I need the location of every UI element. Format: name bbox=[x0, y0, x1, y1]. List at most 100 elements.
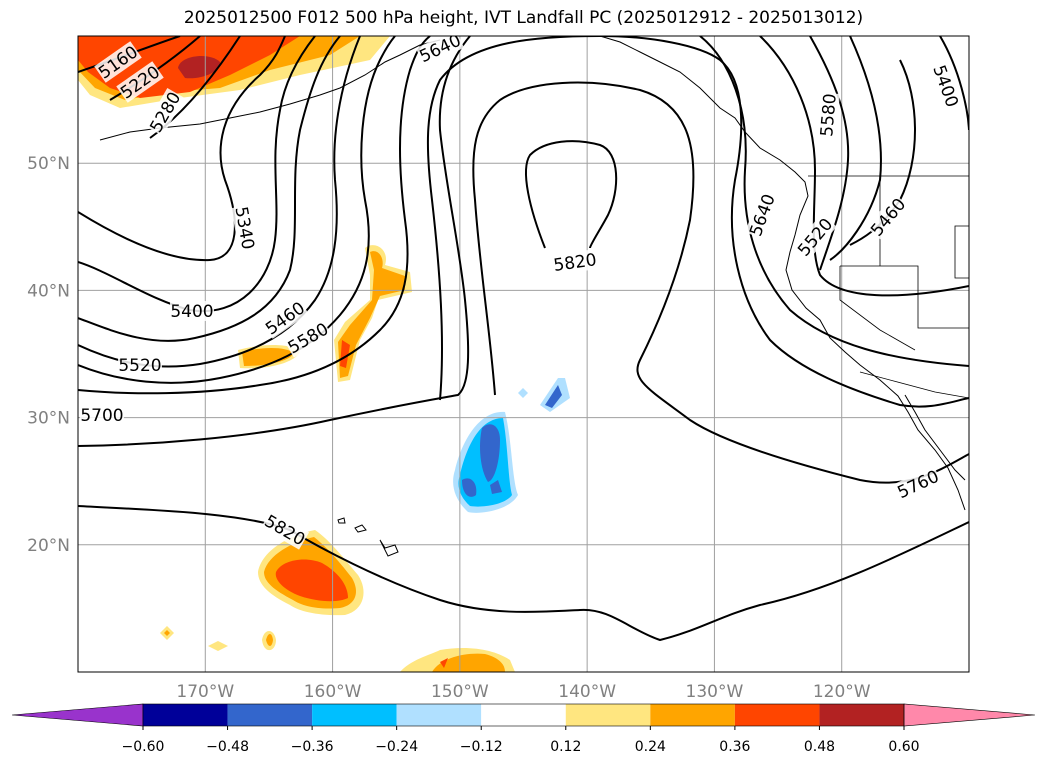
fill-region bbox=[518, 388, 528, 398]
colorbar-segment bbox=[481, 704, 566, 726]
coastline bbox=[379, 539, 399, 557]
contour-label-bg bbox=[170, 301, 214, 321]
contour-line bbox=[78, 36, 341, 342]
colorbar-extend-min bbox=[11, 703, 144, 727]
x-tick-label: 160°W bbox=[304, 682, 362, 702]
contour-label-bg bbox=[145, 87, 185, 137]
plot-frame bbox=[77, 35, 970, 673]
contour-line bbox=[78, 36, 286, 262]
border bbox=[954, 225, 969, 279]
fill-region bbox=[242, 348, 294, 366]
fill-region bbox=[164, 630, 170, 636]
colorbar-segment bbox=[819, 704, 904, 726]
contour-label-bg bbox=[745, 190, 779, 240]
contour-label: 5700 bbox=[80, 406, 123, 426]
colorbar-frame bbox=[142, 703, 905, 727]
fill-region bbox=[440, 658, 448, 668]
contour-label-bg bbox=[116, 61, 164, 103]
contour-label-bg bbox=[94, 41, 142, 83]
contour-label-bg bbox=[283, 318, 333, 358]
contour-label: 5400 bbox=[170, 302, 213, 322]
gridlines bbox=[78, 36, 969, 672]
coastline bbox=[599, 36, 966, 511]
contour-line bbox=[78, 36, 471, 447]
border bbox=[839, 266, 916, 351]
contour-label-bg bbox=[893, 465, 943, 503]
ivt-pc-filled-contours bbox=[78, 36, 570, 672]
x-tick-label: 140°W bbox=[558, 682, 616, 702]
x-tick-label: 130°W bbox=[686, 682, 744, 702]
contour-line bbox=[699, 36, 969, 367]
y-axis: 20°N 30°N 40°N 50°N bbox=[27, 154, 70, 556]
contour-label-bg bbox=[80, 405, 124, 425]
fill-region bbox=[462, 478, 477, 497]
colorbar-segment bbox=[734, 704, 820, 726]
contour-label: 5580 bbox=[817, 93, 841, 138]
contour-label-bg bbox=[261, 297, 309, 339]
chart-title: 2025012500 F012 500 hPa height, IVT Land… bbox=[183, 8, 864, 28]
contour-line bbox=[939, 36, 969, 131]
x-tick-label: 170°W bbox=[176, 682, 234, 702]
fill-region bbox=[480, 424, 500, 482]
contour-label: 5520 bbox=[118, 356, 161, 376]
fill-region bbox=[338, 251, 405, 378]
contour-label: 5820 bbox=[552, 250, 598, 276]
contour-line bbox=[809, 36, 850, 271]
colorbar-tick-label: −0.60 bbox=[122, 739, 165, 755]
fill-region bbox=[266, 634, 273, 646]
contour-label-bg bbox=[231, 204, 259, 252]
fill-region bbox=[208, 641, 228, 651]
contour-label: 5760 bbox=[895, 467, 943, 503]
contour-label-bg bbox=[260, 510, 310, 550]
contour-label-bg bbox=[415, 36, 465, 67]
contour-label-bg bbox=[929, 61, 963, 111]
colorbar: −0.60 −0.48 −0.36 −0.24 −0.12 0.12 0.24 0.36 0.4… bbox=[11, 703, 1036, 755]
colorbar-tick-label: −0.12 bbox=[460, 739, 503, 755]
y-tick-label: 40°N bbox=[27, 281, 70, 301]
fill-region bbox=[275, 559, 348, 602]
contour-label-bg bbox=[816, 92, 840, 138]
fill-region bbox=[178, 56, 221, 79]
y-tick-label: 50°N bbox=[27, 154, 70, 174]
colorbar-tick-label: 0.36 bbox=[719, 739, 750, 755]
colorbar-tick-label: −0.48 bbox=[206, 739, 249, 755]
colorbar-segment bbox=[227, 704, 313, 726]
colorbar-segment bbox=[396, 704, 482, 726]
border bbox=[840, 265, 969, 329]
contour-line bbox=[78, 36, 396, 384]
y-tick-label: 20°N bbox=[27, 536, 70, 556]
contour-label-bg bbox=[551, 249, 599, 275]
fill-region bbox=[545, 385, 562, 408]
colorbar-tick-label: −0.36 bbox=[291, 739, 334, 755]
border bbox=[859, 371, 969, 399]
contour-label-bg bbox=[866, 193, 910, 241]
contour-label: 5640 bbox=[746, 192, 780, 239]
contour-label-bg bbox=[793, 213, 837, 261]
colorbar-segment bbox=[650, 704, 735, 726]
contour-label: 5340 bbox=[230, 205, 257, 251]
x-axis: 170°W 160°W 150°W 140°W 130°W 120°W bbox=[176, 682, 870, 702]
contour-line bbox=[78, 36, 316, 313]
political-borders bbox=[808, 175, 969, 399]
fill-region bbox=[340, 340, 350, 368]
fill-region bbox=[432, 653, 505, 672]
contour-line bbox=[472, 81, 969, 484]
coastline bbox=[904, 394, 966, 481]
colorbar-tick-label: −0.24 bbox=[375, 739, 418, 755]
contour-label-bg bbox=[118, 355, 162, 375]
colorbar-tick-label: 0.48 bbox=[804, 739, 835, 755]
contour-line bbox=[829, 36, 882, 261]
contour-line bbox=[426, 36, 969, 408]
colorbar-segment bbox=[565, 704, 651, 726]
colorbar-segment bbox=[312, 704, 397, 726]
fill-region bbox=[490, 480, 502, 494]
x-tick-label: 150°W bbox=[431, 682, 489, 702]
colorbar-segment bbox=[143, 704, 228, 726]
coastline bbox=[354, 524, 367, 533]
contour-line bbox=[78, 36, 431, 395]
x-tick-label: 120°W bbox=[813, 682, 871, 702]
contour-line bbox=[78, 505, 969, 642]
colorbar-tick-label: 0.24 bbox=[635, 739, 666, 755]
contour-line bbox=[849, 59, 916, 246]
contour-line bbox=[524, 140, 618, 249]
